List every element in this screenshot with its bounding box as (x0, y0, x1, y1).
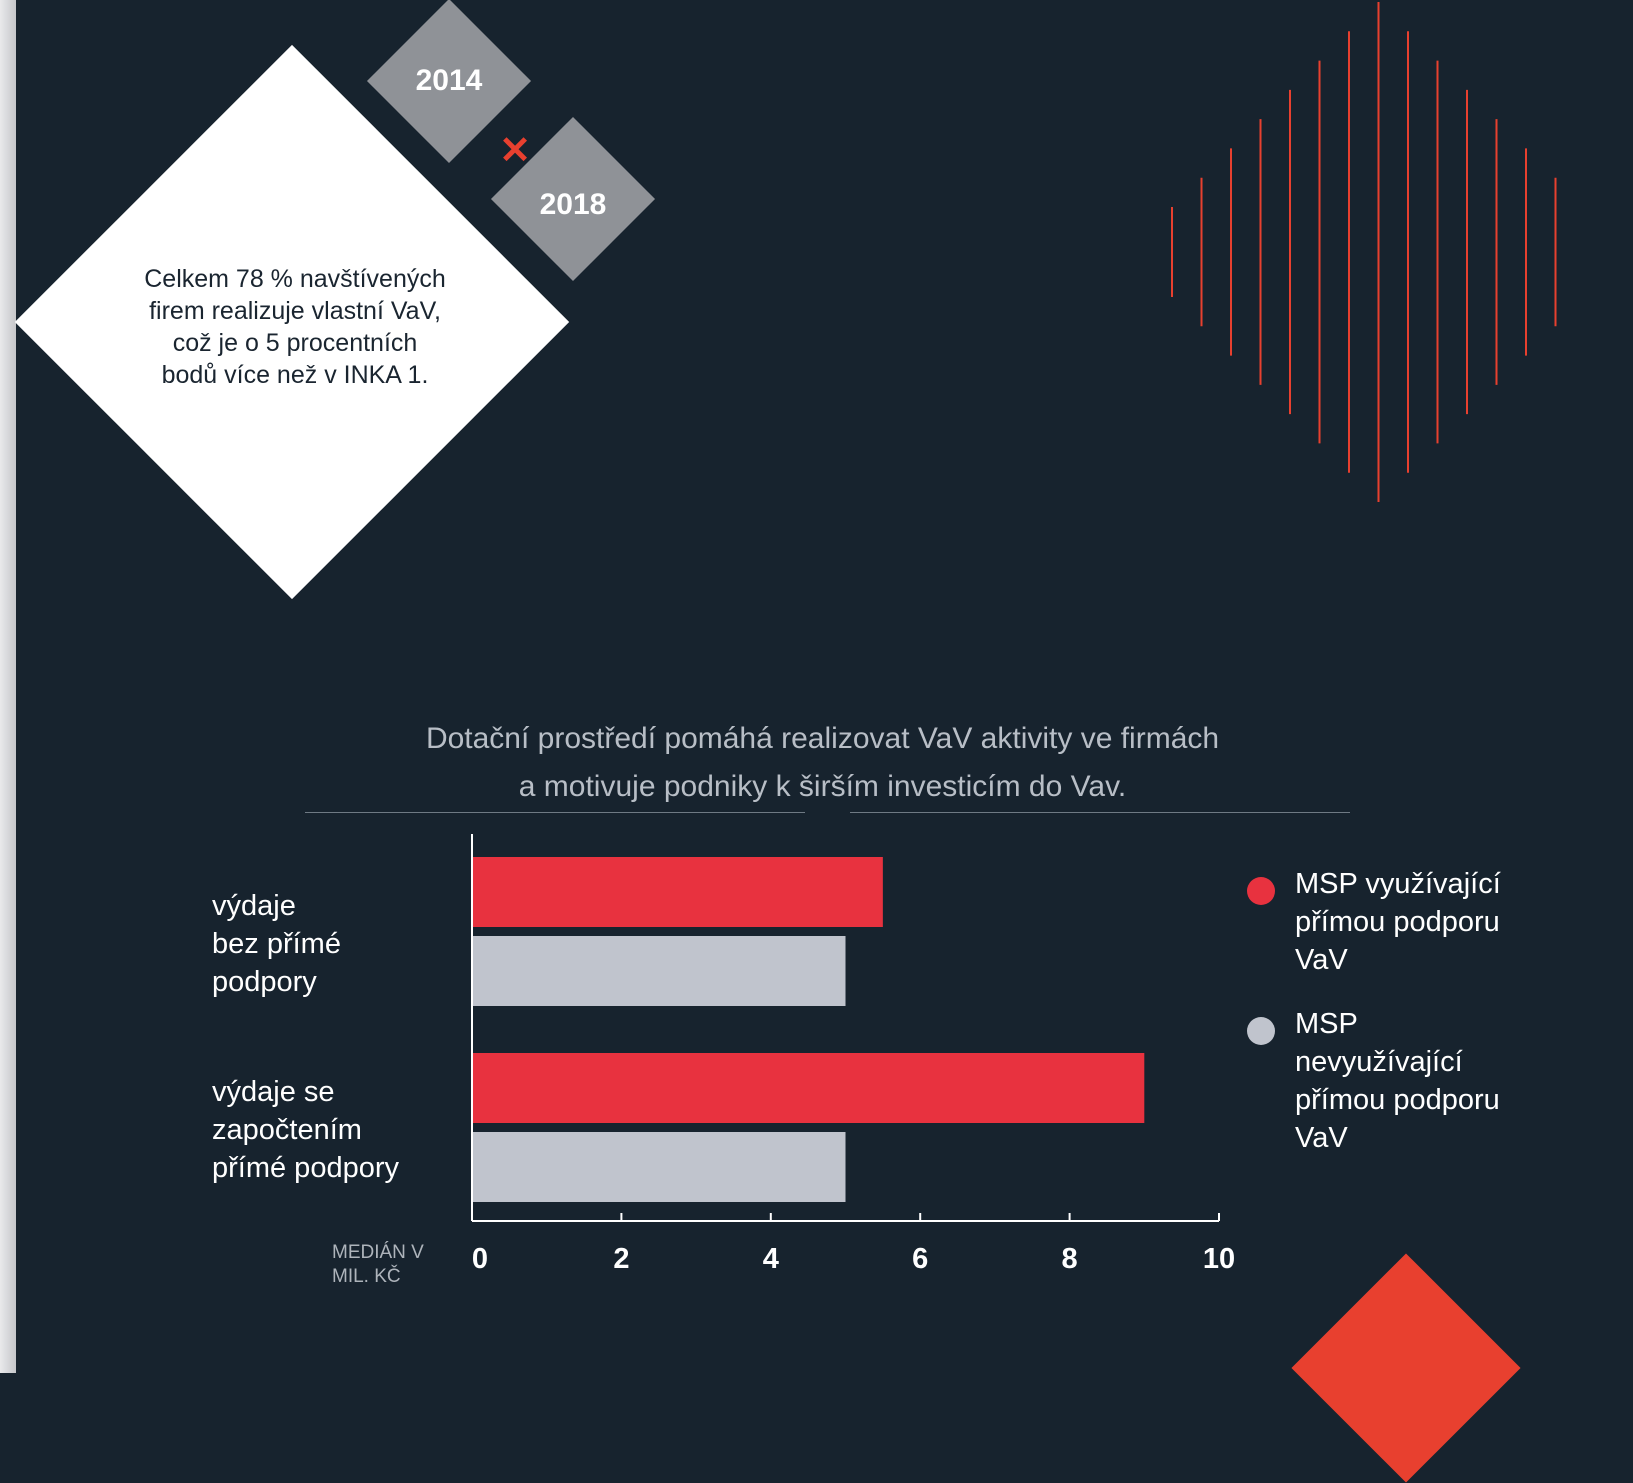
decorative-stripes (1171, 2, 1557, 502)
bar-with-support-1 (473, 1053, 1145, 1123)
legend-label-without-support: MSP nevyužívající přímou podporu VaV (1295, 1008, 1500, 1154)
bar-without-support-1 (473, 1132, 846, 1202)
legend-swatch-grey (1247, 1017, 1275, 1045)
chart-title: Dotační prostředí pomáhá realizovat VaV … (425, 722, 1220, 803)
statement-text: Celkem 78 % navštívených firem realizuje… (144, 265, 446, 389)
x-tick-label: 0 (472, 1243, 488, 1275)
title-underline-right (850, 812, 1350, 813)
legend-swatch-red (1247, 877, 1275, 905)
category-label-without-support: výdaje bez přímé podpory (212, 890, 341, 998)
year-to-label: 2018 (539, 188, 607, 221)
title-underline-left (305, 812, 805, 813)
x-axis-title: MEDIÁN V MIL. KČ (332, 1242, 424, 1287)
legend-label-with-support: MSP využívající přímou podporu VaV (1295, 868, 1501, 976)
year-from-label: 2014 (415, 64, 483, 97)
cross-icon: ✕ (499, 130, 531, 172)
bar-with-support-0 (473, 857, 883, 927)
left-edge-strip (0, 0, 16, 1373)
bar-chart: 0 2 4 6 8 10 (471, 834, 1235, 1275)
category-label-with-support: výdaje se započtením přímé podpory (212, 1076, 399, 1184)
x-tick-label: 8 (1062, 1243, 1078, 1275)
bar-without-support-0 (473, 936, 846, 1006)
x-tick-label: 4 (763, 1243, 779, 1275)
x-tick-label: 10 (1203, 1243, 1235, 1275)
x-tick-label: 6 (912, 1243, 928, 1275)
x-tick-label: 2 (613, 1243, 629, 1275)
